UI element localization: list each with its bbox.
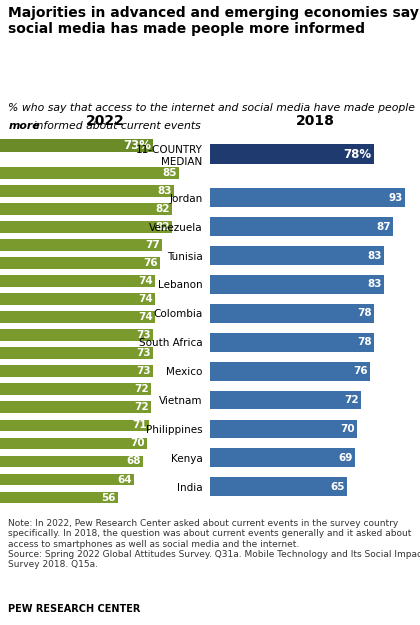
Text: 78: 78 xyxy=(357,338,372,348)
Text: 70: 70 xyxy=(340,424,355,434)
Bar xyxy=(210,362,370,381)
Bar xyxy=(0,384,151,395)
Bar xyxy=(210,246,384,265)
Text: 76: 76 xyxy=(353,366,368,376)
Text: 74: 74 xyxy=(139,276,153,286)
Text: 2018: 2018 xyxy=(296,114,334,128)
Text: informed about current events: informed about current events xyxy=(30,121,201,131)
Bar xyxy=(0,185,174,197)
Text: PEW RESEARCH CENTER: PEW RESEARCH CENTER xyxy=(8,604,141,614)
Text: 68: 68 xyxy=(126,456,141,466)
Text: Note: In 2022, Pew Research Center asked about current events in the survey coun: Note: In 2022, Pew Research Center asked… xyxy=(8,519,420,569)
Text: 73: 73 xyxy=(136,366,151,376)
Text: 93: 93 xyxy=(389,192,403,202)
Text: 87: 87 xyxy=(376,222,391,232)
Bar xyxy=(210,144,374,164)
Text: 78%: 78% xyxy=(344,148,372,161)
Text: Majorities in advanced and emerging economies say
social media has made people m: Majorities in advanced and emerging econ… xyxy=(8,6,419,36)
Bar xyxy=(0,275,155,287)
Text: 77: 77 xyxy=(145,240,160,250)
Text: 78: 78 xyxy=(357,308,372,318)
Text: 83: 83 xyxy=(158,186,172,196)
Bar xyxy=(210,419,357,438)
Bar xyxy=(0,366,153,377)
Bar xyxy=(210,217,393,236)
Bar xyxy=(0,311,155,323)
Bar xyxy=(210,188,405,207)
Text: 72: 72 xyxy=(134,384,149,394)
Bar xyxy=(0,293,155,305)
Text: 73%: 73% xyxy=(123,139,151,152)
Text: 82: 82 xyxy=(155,204,170,214)
Text: 56: 56 xyxy=(101,492,116,502)
Bar xyxy=(0,221,172,232)
Bar xyxy=(210,333,374,352)
Text: 64: 64 xyxy=(118,474,132,484)
Bar xyxy=(210,478,346,496)
Bar xyxy=(0,203,172,215)
Text: 72: 72 xyxy=(344,395,359,405)
Bar xyxy=(210,448,355,468)
Bar xyxy=(0,257,160,269)
Bar xyxy=(0,419,149,431)
Bar xyxy=(0,492,118,504)
Bar xyxy=(0,401,151,413)
Bar xyxy=(0,474,134,486)
Bar xyxy=(0,139,153,152)
Text: 83: 83 xyxy=(368,279,382,289)
Text: 83: 83 xyxy=(368,251,382,261)
Bar xyxy=(0,456,143,468)
Text: 85: 85 xyxy=(162,168,176,177)
Bar xyxy=(210,275,384,294)
Text: more: more xyxy=(8,121,40,131)
Text: 2022: 2022 xyxy=(86,114,124,128)
Text: 71: 71 xyxy=(132,421,147,431)
Bar xyxy=(210,304,374,322)
Bar xyxy=(0,438,147,449)
Text: 73: 73 xyxy=(136,348,151,358)
Bar xyxy=(0,329,153,341)
Text: % who say that access to the internet and social media have made people: % who say that access to the internet an… xyxy=(8,103,415,125)
Text: 65: 65 xyxy=(330,482,344,492)
Bar xyxy=(0,239,162,251)
Bar xyxy=(210,391,361,409)
Text: 76: 76 xyxy=(143,258,158,268)
Text: 82: 82 xyxy=(155,222,170,232)
Text: 74: 74 xyxy=(139,312,153,322)
Bar xyxy=(0,348,153,359)
Text: 69: 69 xyxy=(339,453,353,463)
Text: 70: 70 xyxy=(130,439,145,449)
Text: 72: 72 xyxy=(134,402,149,412)
Text: 74: 74 xyxy=(139,294,153,304)
Bar xyxy=(0,167,178,179)
Text: 73: 73 xyxy=(136,330,151,340)
